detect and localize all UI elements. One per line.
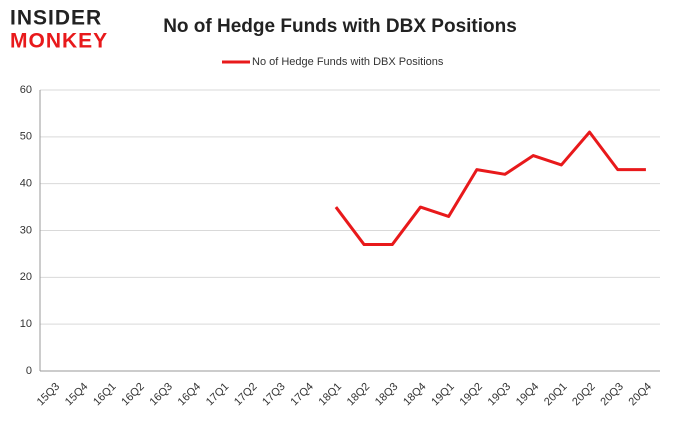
- y-tick-label: 0: [26, 365, 32, 377]
- x-tick-label: 18Q4: [401, 381, 429, 409]
- x-tick-label: 20Q1: [542, 381, 570, 409]
- x-tick-label: 20Q3: [598, 381, 626, 409]
- y-tick-label: 20: [20, 271, 32, 283]
- x-tick-label: 16Q1: [91, 381, 119, 409]
- legend-label: No of Hedge Funds with DBX Positions: [252, 56, 444, 68]
- x-tick-label: 19Q3: [486, 381, 514, 409]
- x-tick-label: 15Q4: [63, 381, 91, 409]
- x-tick-label: 16Q3: [147, 381, 175, 409]
- logo-line1: INSIDER: [10, 7, 102, 30]
- data-line: [334, 130, 646, 247]
- x-tick-label: 19Q4: [514, 381, 542, 409]
- x-tick-label: 18Q1: [317, 381, 345, 409]
- y-tick-label: 60: [20, 84, 32, 96]
- x-tick-label: 19Q2: [457, 381, 485, 409]
- y-tick-label: 10: [20, 318, 32, 330]
- x-tick-label: 17Q2: [232, 381, 260, 409]
- x-tick-label: 20Q4: [627, 381, 655, 409]
- x-tick-label: 19Q1: [429, 381, 457, 409]
- x-tick-label: 17Q3: [260, 381, 288, 409]
- x-tick-label: 20Q2: [570, 381, 598, 409]
- x-tick-label: 18Q2: [345, 381, 373, 409]
- y-tick-label: 50: [20, 131, 32, 143]
- chart-title: No of Hedge Funds with DBX Positions: [163, 16, 517, 37]
- x-tick-label: 17Q1: [204, 381, 232, 409]
- y-tick-label: 40: [20, 178, 32, 190]
- x-tick-label: 15Q3: [35, 381, 63, 409]
- x-tick-label: 17Q4: [288, 381, 316, 409]
- x-tick-label: 16Q4: [176, 381, 204, 409]
- x-tick-label: 18Q3: [373, 381, 401, 409]
- y-tick-label: 30: [20, 224, 32, 236]
- logo-line2: MONKEY: [10, 30, 108, 53]
- x-tick-label: 16Q2: [119, 381, 147, 409]
